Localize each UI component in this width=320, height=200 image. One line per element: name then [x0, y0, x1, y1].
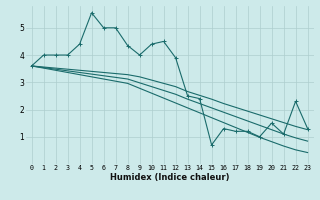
X-axis label: Humidex (Indice chaleur): Humidex (Indice chaleur)	[110, 173, 229, 182]
